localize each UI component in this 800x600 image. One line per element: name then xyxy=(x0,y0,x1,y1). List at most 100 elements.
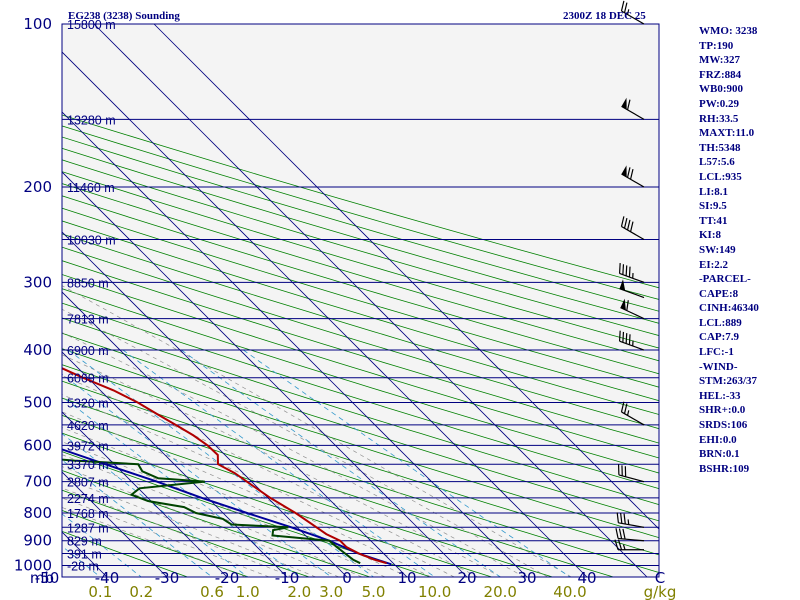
dry-adiabat xyxy=(62,432,492,577)
dry-adiabat xyxy=(62,147,659,324)
index-item: -WIND- xyxy=(699,360,738,373)
index-item: CAP:7.9 xyxy=(699,331,740,344)
index-item: WMO: 3238 xyxy=(699,25,758,37)
chart-title: EG238 (3238) Sounding xyxy=(68,10,180,22)
dry-adiabat xyxy=(62,348,659,539)
dry-adiabat xyxy=(62,207,659,388)
mixing-ratio-tick-label: 40.0 xyxy=(553,583,586,600)
dry-adiabat xyxy=(62,159,659,336)
temperature-tick-label: -10 xyxy=(275,569,300,587)
mixing-ratio-tick-label: 10.0 xyxy=(418,583,451,600)
index-item: MW:327 xyxy=(699,54,740,67)
height-label: 391 m xyxy=(67,547,102,561)
temperature-tick-label: 40 xyxy=(577,569,596,587)
wind-barb xyxy=(618,330,645,351)
dry-adiabat xyxy=(62,509,249,577)
height-label: 1287 m xyxy=(67,521,109,535)
plot-lines xyxy=(62,24,659,577)
mixing-ratio-tick-label: 2.0 xyxy=(287,583,311,600)
height-label: 13280 m xyxy=(67,113,116,127)
mixing-ratio-line xyxy=(62,396,300,577)
isotherm xyxy=(93,24,648,577)
isotherm xyxy=(153,24,659,530)
height-label: 2274 m xyxy=(67,492,109,506)
dry-adiabat xyxy=(62,274,659,459)
wind-barb xyxy=(620,298,645,320)
height-label: 11460 m xyxy=(67,181,115,195)
dry-adiabat xyxy=(62,332,659,522)
pressure-tick-label: 1000 xyxy=(14,557,52,575)
temperature-unit-label: C xyxy=(655,569,665,587)
height-label: 3972 m xyxy=(67,439,109,453)
dry-adiabat xyxy=(62,171,659,349)
mixing-ratio-line xyxy=(62,459,213,577)
height-label: 10030 m xyxy=(67,233,116,247)
dewpoint-trace xyxy=(62,458,361,565)
pressure-tick-label: 400 xyxy=(23,341,52,359)
dry-adiabat xyxy=(62,317,659,506)
plot-area xyxy=(62,24,659,577)
wind-barb xyxy=(616,512,645,528)
temperature-tick-label: 10 xyxy=(397,569,416,587)
height-label: 2807 m xyxy=(67,476,109,490)
valid-time: 2300Z 18 DEC 25 xyxy=(563,10,646,22)
temperature-trace xyxy=(62,367,387,565)
moist-adiabat xyxy=(62,285,572,577)
pressure-tick-label: 100 xyxy=(23,15,52,33)
dry-adiabat xyxy=(62,288,659,474)
wind-barb xyxy=(621,165,645,188)
pressure-tick-label: 900 xyxy=(23,532,52,550)
index-item: PW:0.29 xyxy=(699,97,740,110)
wind-barb xyxy=(621,97,645,120)
pressure-tick-label: 800 xyxy=(23,504,52,522)
wind-barb xyxy=(617,464,645,483)
index-item: SW:149 xyxy=(699,243,736,256)
index-item: EI:2.2 xyxy=(699,258,729,271)
temperature-tick-label: -30 xyxy=(155,569,180,587)
pressure-tick-label: 600 xyxy=(23,436,52,454)
mixing-ratio-unit-label: g/kg xyxy=(644,583,677,600)
index-item: TP:190 xyxy=(699,39,734,52)
height-label: 6069 m xyxy=(67,372,109,386)
height-label: 3370 m xyxy=(67,458,109,472)
height-label: 7813 m xyxy=(67,313,109,327)
mixing-ratio-line xyxy=(62,373,332,577)
index-item: HEL:-33 xyxy=(699,389,741,402)
isotherm xyxy=(62,111,528,577)
index-item: EHI:0.0 xyxy=(699,433,737,446)
dry-adiabat xyxy=(62,183,659,362)
index-item: LCL:889 xyxy=(699,316,742,329)
height-label: 829 m xyxy=(67,535,102,549)
wind-barb xyxy=(614,539,644,551)
index-item: BSHR:109 xyxy=(699,462,750,475)
temperature-tick-label: -50 xyxy=(35,569,60,587)
index-item: -PARCEL- xyxy=(699,273,751,286)
indices-panel: WMO: 3238 TP:190 MW:327 FRZ:884 WB0:900 PW:0.… xyxy=(699,24,799,476)
dry-adiabat xyxy=(62,136,659,312)
isotherm xyxy=(62,51,588,577)
index-item: KI:8 xyxy=(699,229,721,242)
dry-adiabat xyxy=(62,114,659,289)
isotherm xyxy=(62,411,228,577)
height-label: -28 m xyxy=(67,560,99,574)
temperature-tick-label: -40 xyxy=(95,569,120,587)
height-label: 4620 m xyxy=(67,419,109,433)
wind-barb xyxy=(620,0,645,25)
dry-adiabat xyxy=(62,302,659,490)
moist-adiabat xyxy=(62,354,502,577)
pressure-tick-label: 500 xyxy=(23,394,52,412)
index-item: RH:33.5 xyxy=(699,112,739,125)
wind-barb xyxy=(620,401,645,426)
height-label: 15800 m xyxy=(67,18,116,32)
dry-adiabat xyxy=(62,470,371,577)
parcel-trace xyxy=(62,448,392,566)
index-item: CINH:46340 xyxy=(699,302,759,315)
mixing-ratio-tick-label: 0.1 xyxy=(88,583,112,600)
height-label: 5320 m xyxy=(67,397,109,411)
mixing-ratio-tick-label: 20.0 xyxy=(484,583,517,600)
moist-adiabat xyxy=(62,454,363,577)
moist-adiabat xyxy=(62,308,548,577)
index-item: TH:5348 xyxy=(699,141,741,154)
isotherm xyxy=(62,171,468,577)
